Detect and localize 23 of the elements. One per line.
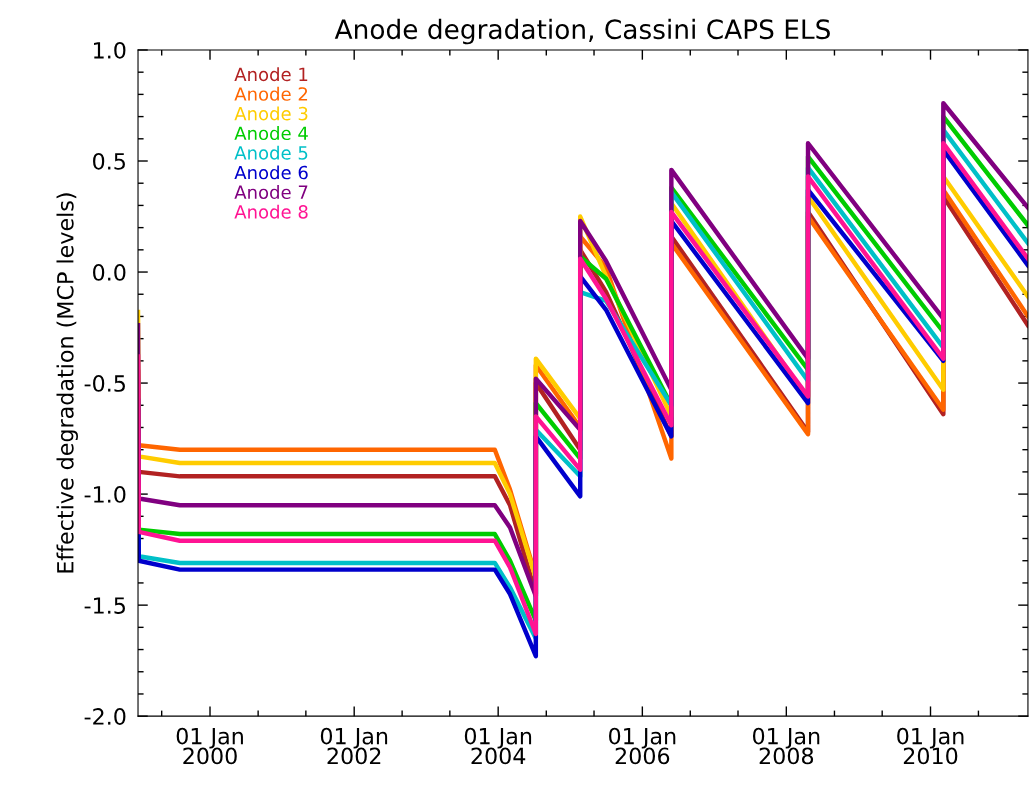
text: Anode 1 [234,67,308,82]
x-tick-label: 01 Jan 2000 [176,727,243,765]
y-tick-label: 1.0 [94,41,126,59]
text: Anode 8 [234,204,308,219]
x-tick-label: 01 Jan 2010 [897,727,964,765]
text: Anode 4 [234,126,308,141]
y-axis-title: Effective degradation (MCP levels) [56,193,78,573]
text: Anode 5 [234,145,308,160]
x-tick-label: 01 Jan 2004 [464,727,532,765]
y-tick-label: -2.0 [84,708,126,725]
x-tick-label: 01 Jan 2002 [320,727,388,765]
y-tick-label: -1.5 [84,597,125,614]
x-tick-label: 01 Jan 2006 [609,727,676,765]
y-tick-label: -1.0 [84,486,126,503]
text: Anode 6 [234,165,308,180]
x-tick-label: 01 Jan 2008 [752,727,820,765]
y-tick-label: -0.5 [84,375,125,392]
text: Anode 7 [234,185,308,200]
chart-title: Anode degradation, Cassini CAPS ELS [334,18,830,45]
y-tick-label: 0.5 [93,152,125,170]
text: Anode 2 [234,86,308,101]
y-tick-label: 0.0 [93,263,126,281]
text: Anode 3 [234,106,308,121]
